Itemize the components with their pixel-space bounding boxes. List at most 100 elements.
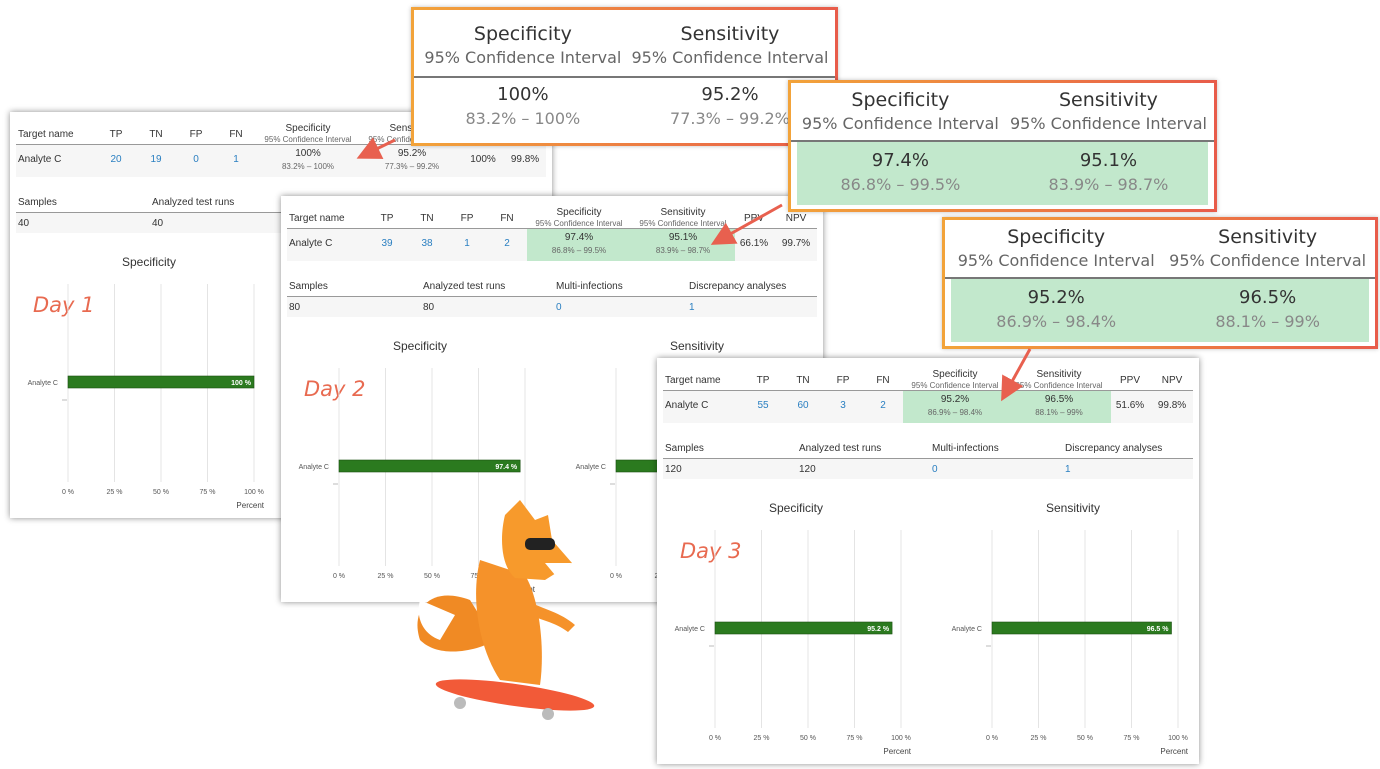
bar-label: 96.5 % xyxy=(1147,626,1170,633)
bar xyxy=(991,621,1172,635)
cell-value: 0 xyxy=(193,154,199,165)
day-label: Day 1 xyxy=(33,293,95,317)
cell-value: 38 xyxy=(421,238,433,249)
bar xyxy=(67,375,255,389)
cell-interval: 86.9% – 98.4% xyxy=(927,408,983,417)
report-panel: Target name TP TN FP FN Specificity 95% Confid… xyxy=(657,358,1199,764)
cell-interval: 83.2% – 100% xyxy=(281,162,335,171)
summary-header: Samples xyxy=(289,281,328,292)
callout-interval: 86.8% – 99.5% xyxy=(840,175,961,194)
category-label: Analyte C xyxy=(28,380,58,387)
cell-value: 19 xyxy=(150,154,162,165)
summary-bg xyxy=(287,297,817,317)
summary-header: Analyzed test runs xyxy=(423,281,506,292)
bar-label: 100 % xyxy=(231,380,252,387)
charts: Specificity 0 % 25 % 50 % 75 % 100 % Percent An… xyxy=(675,501,1189,756)
x-tick-label: 25 % xyxy=(754,735,770,742)
x-tick-label: 0 % xyxy=(62,489,74,496)
column-header: NPV xyxy=(1161,375,1183,386)
x-tick-label: 0 % xyxy=(709,735,721,742)
summary-header: Multi-infections xyxy=(556,281,623,292)
callout-value: 97.4% xyxy=(871,150,929,171)
category-label: Analyte C xyxy=(952,626,982,633)
column-note: 95% Confidence Interval xyxy=(535,219,623,228)
day-label: Day 2 xyxy=(304,377,366,401)
cell-interval: 86.8% – 99.5% xyxy=(551,246,607,255)
column-note: 95% Confidence Interval xyxy=(264,135,352,144)
x-tick-label: 75 % xyxy=(200,489,216,496)
cell-interval: 83.9% – 98.7% xyxy=(655,246,711,255)
chart-title: Specificity xyxy=(122,255,176,269)
cell-value: 2 xyxy=(880,400,886,411)
summary-value: 80 xyxy=(423,302,435,313)
column-header: Specificity xyxy=(285,123,331,134)
cell-value: 99.8% xyxy=(510,154,540,165)
summary-value: 0 xyxy=(556,302,562,313)
cell-value: 1 xyxy=(233,154,239,165)
callout-rule xyxy=(791,140,1214,142)
column-header: Target name xyxy=(665,375,721,386)
header-rule xyxy=(663,390,1193,391)
highlight-cell xyxy=(527,229,631,261)
column-header: TP xyxy=(109,129,123,140)
summary-value: 0 xyxy=(932,464,938,475)
cell-value: 95.2% xyxy=(397,148,427,159)
x-axis-title: Percent xyxy=(883,747,911,756)
cell-value: 99.7% xyxy=(781,238,811,249)
summary-header: Analyzed test runs xyxy=(799,443,882,454)
column-header: TN xyxy=(149,129,163,140)
column-header: NPV xyxy=(785,213,807,224)
cell-value: 39 xyxy=(381,238,393,249)
callout-subtitle: 95% Confidence Interval xyxy=(424,48,622,67)
column-header: FN xyxy=(876,375,890,386)
callout-value: 95.1% xyxy=(1079,150,1138,171)
x-tick-label: 0 % xyxy=(986,735,998,742)
cell-value: 51.6% xyxy=(1115,400,1145,411)
cell-value: 95.2% xyxy=(940,394,970,405)
column-header: TP xyxy=(380,213,394,224)
category-label: Analyte C xyxy=(576,464,606,471)
chart-title: Specificity xyxy=(769,501,823,515)
cell-value: 3 xyxy=(840,400,846,411)
column-header: TN xyxy=(796,375,810,386)
summary-value: 1 xyxy=(1065,464,1071,475)
summary-value: 1 xyxy=(689,302,695,313)
summary-header: Discrepancy analyses xyxy=(1065,443,1163,454)
summary-bg xyxy=(663,459,1193,479)
callout-title: Sensitivity xyxy=(1058,89,1158,111)
column-note: 95% Confidence Interval xyxy=(639,219,727,228)
callout-title: Sensitivity xyxy=(680,23,780,45)
callout-interval: 86.9% – 98.4% xyxy=(996,312,1117,331)
cell-value: 66.1% xyxy=(739,238,769,249)
cell-value: 96.5% xyxy=(1044,394,1074,405)
column-header: TN xyxy=(420,213,434,224)
cell-interval: 88.1% – 99% xyxy=(1035,408,1083,417)
header-rule xyxy=(16,144,546,145)
x-tick-label: 100 % xyxy=(515,573,535,580)
callout-subtitle: 95% Confidence Interval xyxy=(631,48,829,67)
summary-value: 120 xyxy=(665,464,682,475)
column-header: FN xyxy=(500,213,514,224)
cell-value: Analyte C xyxy=(18,154,62,165)
cell-value: Analyte C xyxy=(665,400,709,411)
column-header: Sensitivity xyxy=(660,207,706,218)
bar xyxy=(714,621,893,635)
callout-interval: 77.3% – 99.2% xyxy=(670,109,790,128)
callout-value: 95.2% xyxy=(701,84,759,105)
column-header: Specificity xyxy=(556,207,602,218)
bar-label: 97.4 % xyxy=(495,464,518,471)
x-tick-label: 25 % xyxy=(1031,735,1047,742)
callout-subtitle: 95% Confidence Interval xyxy=(1169,251,1367,270)
callout-title: Specificity xyxy=(851,89,950,111)
column-header: PPV xyxy=(1119,375,1141,386)
column-note: 95% Confidence Interval xyxy=(1015,381,1103,390)
column-header: FN xyxy=(229,129,243,140)
bar-label: 95.2 % xyxy=(867,626,890,633)
summary-header: Analyzed test runs xyxy=(152,197,235,208)
callout-value: 100% xyxy=(497,84,549,105)
callout-title: Specificity xyxy=(473,23,572,45)
x-tick-label: 100 % xyxy=(891,735,911,742)
cell-value: 55 xyxy=(757,400,769,411)
callout-subtitle: 95% Confidence Interval xyxy=(1009,114,1207,133)
